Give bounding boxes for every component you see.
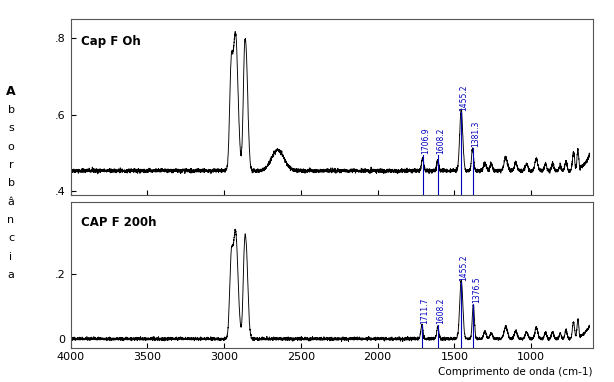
Text: 1711.7: 1711.7 — [421, 298, 429, 324]
Text: n: n — [7, 215, 15, 225]
Text: r: r — [9, 160, 14, 170]
Text: â: â — [7, 197, 15, 207]
Text: b: b — [7, 105, 15, 115]
Text: 1381.3: 1381.3 — [471, 120, 480, 147]
Text: a: a — [7, 270, 15, 280]
Text: 1455.2: 1455.2 — [460, 84, 468, 111]
Text: i: i — [9, 252, 13, 262]
Text: 1376.5: 1376.5 — [472, 277, 481, 303]
Text: 1455.2: 1455.2 — [460, 255, 468, 282]
Text: CAP F 200h: CAP F 200h — [81, 215, 157, 228]
X-axis label: Comprimento de onda (cm-1): Comprimento de onda (cm-1) — [438, 367, 593, 377]
Text: A: A — [6, 85, 16, 98]
Text: 1608.2: 1608.2 — [436, 298, 445, 324]
Text: c: c — [8, 233, 14, 243]
Text: Cap F Oh: Cap F Oh — [81, 35, 141, 48]
Text: 1608.2: 1608.2 — [436, 128, 445, 154]
Text: s: s — [8, 123, 14, 133]
Text: o: o — [8, 142, 14, 152]
Text: b: b — [7, 178, 15, 188]
Text: 1706.9: 1706.9 — [421, 128, 430, 154]
